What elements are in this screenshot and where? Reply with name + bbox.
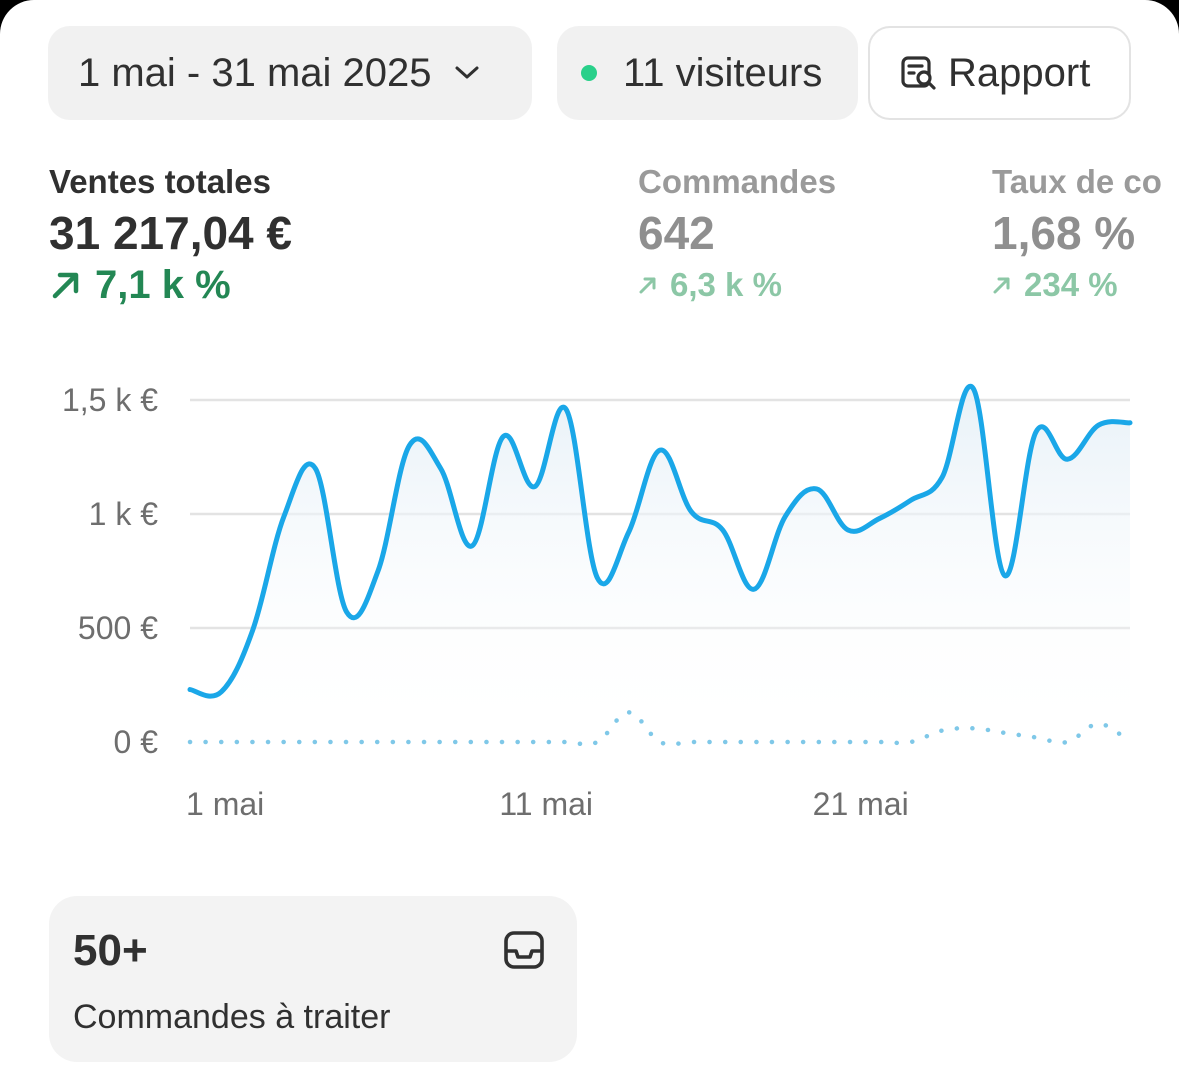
- date-range-label: 1 mai - 31 mai 2025: [78, 50, 432, 95]
- y-tick-label: 0 €: [114, 724, 159, 760]
- metric-delta-value: 7,1 k %: [95, 263, 231, 307]
- metric-delta: 6,3 k %: [638, 262, 836, 308]
- metric-orders[interactable]: Commandes 642 6,3 k %: [638, 162, 836, 308]
- y-tick-label: 500 €: [78, 610, 158, 646]
- metric-value: 642: [638, 207, 715, 259]
- report-search-icon: [900, 54, 938, 92]
- live-visitors-button[interactable]: 11 visiteurs: [557, 26, 858, 120]
- visitors-label: 11 visiteurs: [623, 50, 823, 95]
- date-range-picker[interactable]: 1 mai - 31 mai 2025: [48, 26, 532, 120]
- metric-delta-value: 6,3 k %: [670, 266, 782, 303]
- report-button[interactable]: Rapport: [868, 26, 1131, 120]
- arrow-up-right-icon: [993, 277, 1010, 294]
- metric-value: 31 217,04 €: [49, 207, 293, 259]
- arrow-up-right-icon: [639, 277, 656, 294]
- metric-delta-value: 234 %: [1024, 266, 1118, 303]
- inbox-icon: [503, 930, 545, 975]
- metric-label: Commandes: [638, 163, 837, 200]
- orders-to-process-card[interactable]: 50+ Commandes à traiter: [49, 896, 577, 1062]
- chevron-down-icon: [454, 65, 480, 81]
- x-tick-label: 21 mai: [813, 786, 909, 822]
- metric-delta: 234 %: [992, 262, 1162, 308]
- x-tick-label: 1 mai: [186, 786, 264, 822]
- orders-to-process-label: Commandes à traiter: [73, 998, 391, 1036]
- metric-delta: 7,1 k %: [49, 262, 292, 308]
- sales-area-fill: [190, 386, 1130, 742]
- x-tick-label: 11 mai: [499, 786, 593, 822]
- metric-label: Taux de co: [992, 163, 1162, 200]
- metric-total-sales[interactable]: Ventes totales 31 217,04 € 7,1 k %: [49, 162, 292, 308]
- metric-label: Ventes totales: [49, 163, 271, 200]
- report-label: Rapport: [948, 50, 1091, 95]
- orders-to-process-count: 50+: [73, 926, 148, 975]
- y-tick-label: 1 k €: [89, 496, 159, 532]
- metric-conversion-rate[interactable]: Taux de co 1,68 % 234 %: [992, 162, 1162, 308]
- sales-series-line: [187, 383, 1133, 699]
- live-dot-icon: [581, 65, 597, 81]
- y-tick-label: 1,5 k €: [62, 382, 158, 418]
- metric-value: 1,68 %: [992, 207, 1136, 259]
- arrow-up-right-icon: [52, 272, 79, 299]
- sales-chart[interactable]: 0 € 500 € 1 k € 1,5 k € 1 mai 11 mai 21 mai: [0, 360, 1179, 840]
